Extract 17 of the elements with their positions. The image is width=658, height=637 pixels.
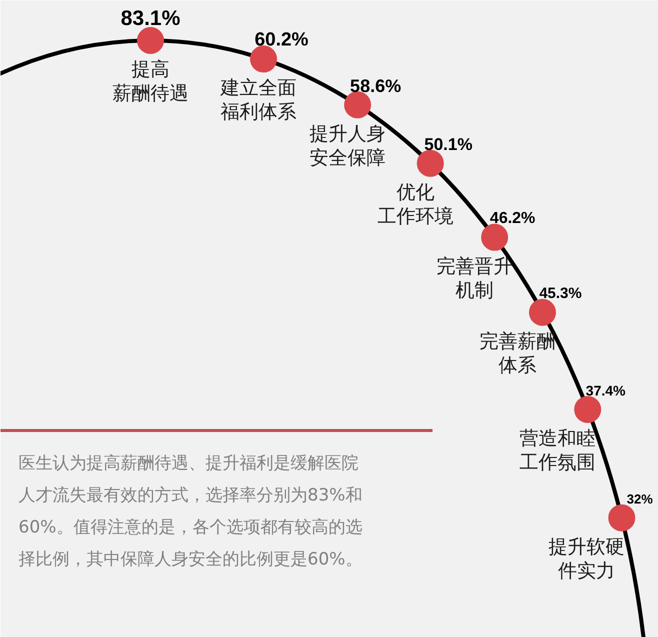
data-label: 50.1% [424,134,472,154]
data-label: 46.2% [490,210,536,227]
category-label: 完善晋升机制 [436,255,513,302]
category-label: 完善薪酬体系 [479,330,556,376]
category-label: 提升软硬件实力 [548,536,625,582]
text: 医生认为提高薪酬待遇、提升福利是缓解医院人才流失最有效的方式，选择率分别为83%和60%。值得注意的是，各个选项都有较高的选择比例，其中保障人身安全的比例更是60%。 [18,454,362,570]
data-label: 32% [626,491,654,506]
category-label: 优化工作环境 [377,181,454,228]
data-label: 37.4% [586,382,626,398]
category-label: 提高薪酬待遇 [112,58,188,104]
category-label: 营造和睦工作氛围 [520,427,596,474]
data-label: 83.1% [120,7,181,30]
data-label: 58.6% [350,76,402,96]
category-label: 提升人身安全保障 [310,122,386,169]
data-label: 45.3% [539,284,582,302]
category-label: 建立全面福利体系 [220,77,297,124]
data-label: 60.2% [254,30,309,51]
